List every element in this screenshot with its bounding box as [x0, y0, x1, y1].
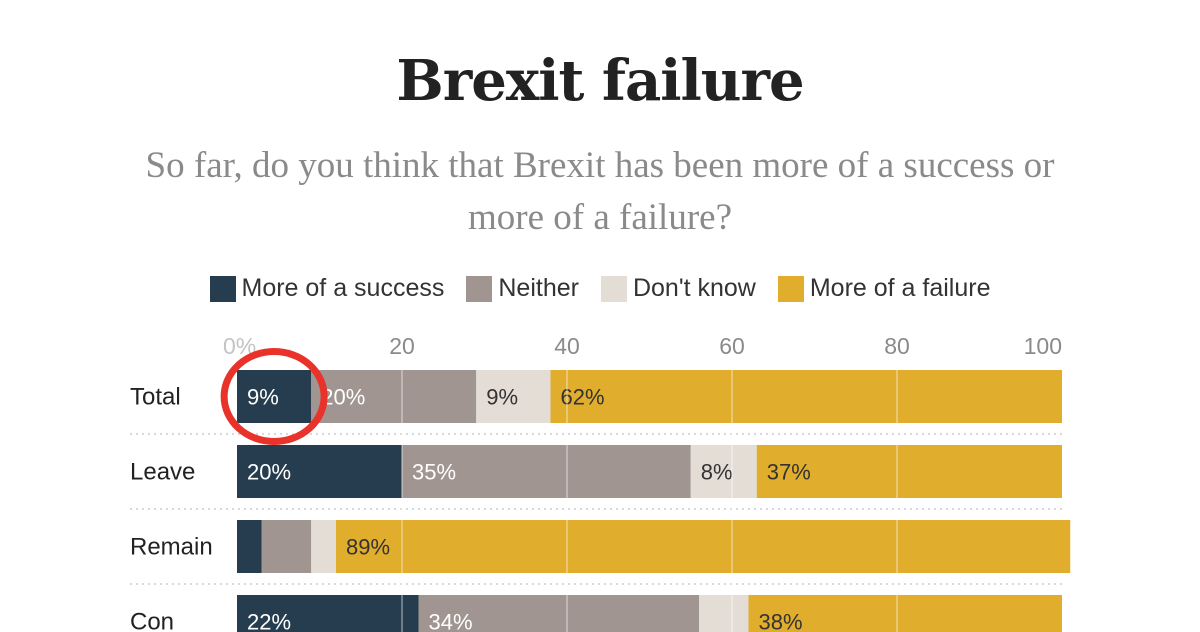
data-label: 9% — [486, 385, 518, 410]
data-label: 34% — [429, 610, 473, 632]
data-label: 35% — [412, 460, 456, 485]
bar-segment — [237, 370, 312, 423]
x-tick-label: 40 — [554, 333, 580, 359]
bar-segment — [336, 520, 1071, 573]
legend-swatch-dont-know — [600, 275, 627, 302]
bar-segment — [690, 445, 757, 498]
data-label: 9% — [247, 385, 279, 410]
legend: More of a success Neither Don't know Mor… — [0, 274, 1200, 303]
category-label: Leave — [130, 459, 195, 486]
bar-segment — [699, 595, 749, 632]
data-label: 38% — [759, 610, 803, 632]
legend-label-failure: More of a failure — [809, 274, 991, 302]
bar-segment — [237, 520, 262, 573]
x-tick-label: 100 — [1024, 333, 1062, 359]
data-label: 20% — [247, 460, 291, 485]
bar-segment — [261, 520, 312, 573]
x-tick-label: 60 — [719, 333, 745, 359]
category-label: Con — [130, 609, 174, 632]
data-label: 89% — [346, 535, 390, 560]
bar-segment — [418, 595, 699, 632]
bar-segment — [550, 370, 1062, 423]
data-label: 62% — [561, 385, 605, 410]
legend-swatch-success — [209, 275, 236, 302]
legend-item-dont-know: Don't know — [600, 274, 756, 303]
bar-segment — [748, 595, 1062, 632]
x-tick-label: 20 — [389, 333, 415, 359]
bar-segment — [237, 595, 419, 632]
x-tick-label: 80 — [884, 333, 910, 359]
bar-segment — [237, 445, 402, 498]
bar-segment — [756, 445, 1062, 498]
bar-segment — [476, 370, 551, 423]
legend-item-failure: More of a failure — [777, 274, 991, 303]
highlight-circle — [220, 348, 328, 445]
legend-swatch-failure — [777, 275, 804, 302]
legend-item-neither: Neither — [466, 274, 579, 303]
legend-item-success: More of a success — [209, 274, 445, 303]
bar-segment — [311, 520, 336, 573]
data-label: 37% — [767, 460, 811, 485]
bar-segment — [402, 445, 691, 498]
bar-segment — [311, 370, 477, 423]
legend-label-neither: Neither — [498, 274, 579, 302]
category-label: Total — [130, 384, 181, 411]
data-label: 8% — [701, 460, 733, 485]
data-label: 20% — [321, 385, 365, 410]
category-label: Remain — [130, 534, 213, 561]
data-label: 22% — [247, 610, 291, 632]
chart-subtitle: So far, do you think that Brexit has bee… — [145, 145, 1055, 238]
legend-swatch-neither — [466, 275, 493, 302]
chart-title: Brexit failure — [396, 48, 804, 114]
legend-label-success: More of a success — [241, 274, 445, 302]
legend-label-dont-know: Don't know — [632, 274, 756, 302]
